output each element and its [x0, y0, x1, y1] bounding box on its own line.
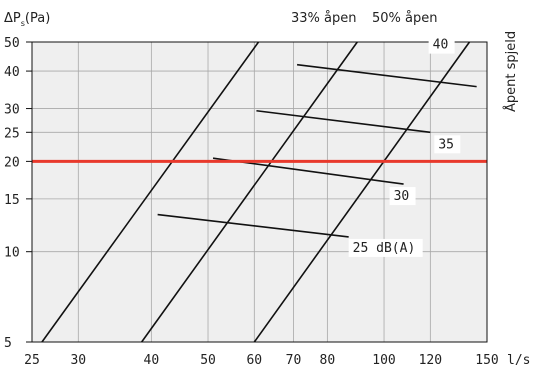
damper-line-1	[41, 41, 260, 343]
plot-area	[32, 42, 487, 342]
y-tick-label-15: 15	[4, 193, 20, 208]
x-tick-label-150: 150	[475, 353, 498, 368]
damper-line-3	[253, 41, 471, 343]
x-tick-label-120: 120	[419, 353, 442, 368]
header-label-33: 33% åpen	[291, 11, 356, 26]
sound-line-1	[157, 213, 349, 238]
x-tick-label-80: 80	[320, 353, 336, 368]
sound-label-3: 35	[438, 137, 454, 152]
y-tick-label-30: 30	[4, 103, 20, 118]
x-tick-label-60: 60	[246, 353, 262, 368]
y-axis-label: ΔPs(Pa)	[4, 11, 50, 28]
damper-line-2	[140, 41, 358, 343]
y-tick-label-40: 40	[4, 65, 20, 80]
x-tick-label-70: 70	[286, 353, 302, 368]
header-label-50: 50% åpen	[372, 11, 437, 26]
y-tick-label-50: 50	[4, 36, 20, 51]
sound-label-2: 30	[394, 189, 410, 204]
x-tick-label-30: 30	[70, 353, 86, 368]
sound-line-4	[296, 63, 477, 88]
x-tick-label-100: 100	[372, 353, 395, 368]
x-tick-label-25: 25	[24, 353, 40, 368]
y-tick-label-20: 20	[4, 155, 20, 170]
y-tick-label-5: 5	[4, 336, 12, 351]
sound-label-bg-4	[428, 35, 455, 54]
x-axis-unit: l/s	[507, 353, 530, 368]
sound-label-bg-3	[434, 135, 461, 154]
right-axis-label: Åpent spjeld	[503, 31, 519, 112]
sound-label-1: 25 dB(A)	[353, 241, 416, 256]
plot-frame	[31, 41, 488, 343]
sound-line-3	[256, 109, 431, 134]
sound-label-4: 40	[433, 38, 449, 53]
x-tick-label-40: 40	[144, 353, 160, 368]
y-tick-label-25: 25	[4, 126, 20, 141]
y-tick-label-10: 10	[4, 246, 20, 261]
sound-label-bg-2	[389, 187, 416, 206]
x-tick-label-50: 50	[200, 353, 216, 368]
sound-label-bg-1	[348, 238, 423, 257]
